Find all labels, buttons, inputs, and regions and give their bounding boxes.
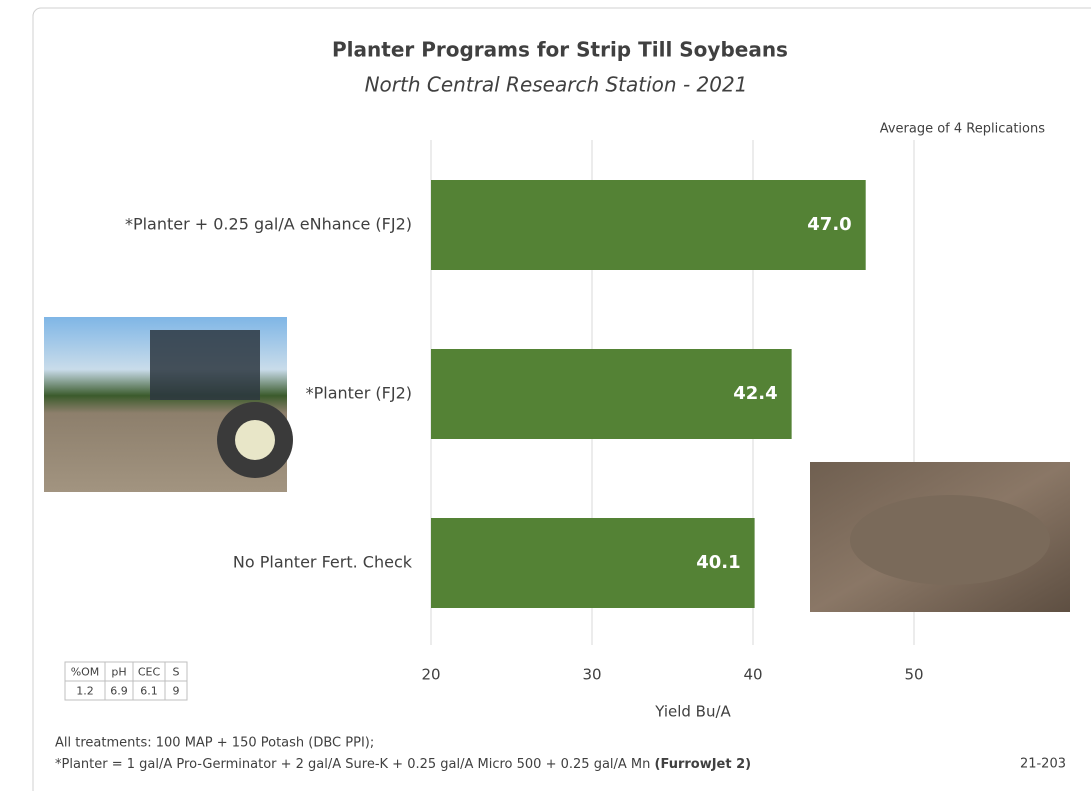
footer-line: All treatments: 100 MAP + 150 Potash (DB… (55, 736, 374, 751)
table-header: pH (111, 666, 126, 679)
bar (431, 180, 866, 270)
x-tick-label: 20 (421, 666, 440, 684)
x-tick-label: 40 (743, 666, 762, 684)
soil-trench (850, 495, 1050, 585)
planter-body (150, 330, 260, 400)
annotation: Average of 4 Replications (880, 122, 1046, 137)
y-tick-label: No Planter Fert. Check (233, 553, 413, 572)
value-label: 47.0 (807, 214, 851, 235)
table-cell: 9 (173, 685, 180, 698)
value-label: 40.1 (696, 552, 740, 573)
table-cell: 1.2 (76, 685, 94, 698)
y-tick-label: *Planter (FJ2) (306, 384, 412, 403)
x-tick-label: 50 (904, 666, 923, 684)
footer-line: *Planter = 1 gal/A Pro-Germinator + 2 ga… (55, 757, 751, 772)
table-header: %OM (71, 666, 100, 679)
planter-hub (235, 420, 275, 460)
chart-title: Planter Programs for Strip Till Soybeans (332, 38, 788, 62)
table-header: S (173, 666, 180, 679)
value-label: 42.4 (733, 383, 777, 404)
soil-table: %OM pH CEC S 1.2 6.9 6.1 9 (65, 662, 187, 700)
x-tick-label: 30 (582, 666, 601, 684)
chart-subtitle: North Central Research Station - 2021 (365, 73, 748, 97)
chart: Planter Programs for Strip Till Soybeans… (0, 0, 1091, 791)
y-tick-label: *Planter + 0.25 gal/A eNhance (FJ2) (125, 215, 412, 234)
footer-code: 21-203 (1020, 757, 1066, 772)
footer-bold: (FurrowJet 2) (655, 757, 752, 772)
table-cell: 6.9 (110, 685, 128, 698)
x-axis-label: Yield Bu/A (654, 703, 731, 721)
table-cell: 6.1 (140, 685, 158, 698)
table-header: CEC (138, 666, 161, 679)
footer-text: *Planter = 1 gal/A Pro-Germinator + 2 ga… (55, 757, 655, 772)
